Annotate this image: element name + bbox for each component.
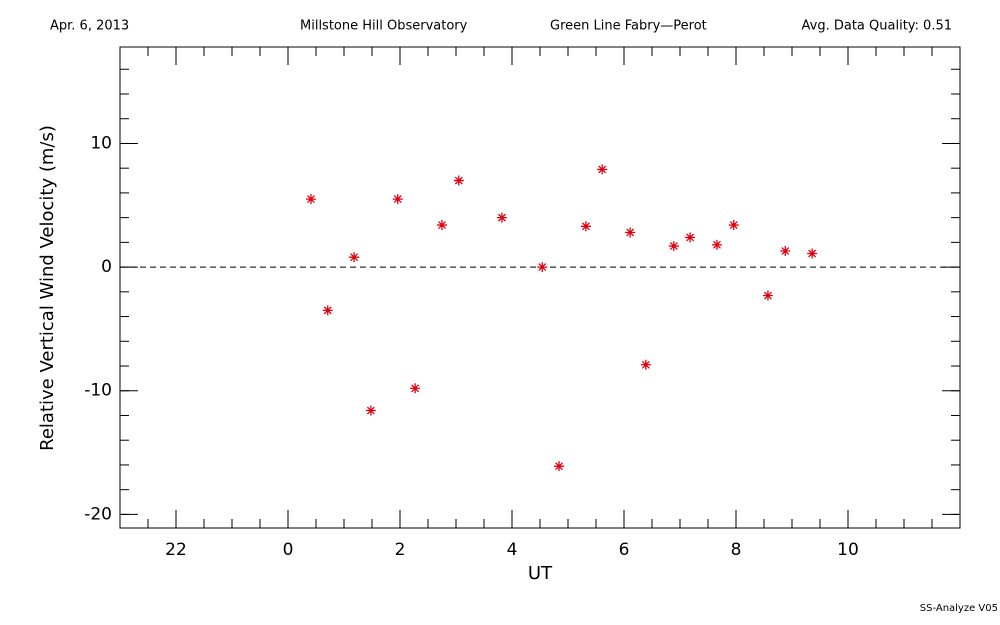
data-point: [807, 248, 818, 259]
x-tick-label: 10: [837, 540, 859, 560]
y-tick-label: -20: [84, 504, 112, 524]
data-point: [322, 305, 333, 316]
data-point: [537, 262, 548, 273]
y-tick-label: 0: [101, 257, 112, 277]
data-point: [625, 227, 636, 238]
footer: SS-Analyze V05: [920, 603, 998, 614]
x-tick-label: 22: [165, 540, 187, 560]
x-tick-label: 8: [731, 540, 742, 560]
data-point: [728, 220, 739, 231]
x-axis-label: UT: [528, 563, 553, 584]
data-point: [453, 175, 464, 186]
data-point: [305, 194, 316, 205]
data-point: [392, 194, 403, 205]
data-point: [349, 252, 360, 263]
data-point: [685, 232, 696, 243]
x-tick-label: 6: [619, 540, 630, 560]
header-date: Apr. 6, 2013: [50, 19, 129, 34]
header-site: Millstone Hill Observatory: [300, 19, 468, 34]
data-point: [711, 239, 722, 250]
data-point: [640, 359, 651, 370]
plot-frame: [119, 46, 961, 529]
data-point: [365, 405, 376, 416]
header-instrument: Green Line Fabry—Perot: [550, 19, 707, 34]
data-point: [668, 241, 679, 252]
data-point: [437, 220, 447, 231]
x-tick-label: 4: [507, 540, 518, 560]
data-point: [580, 221, 591, 232]
x-tick-label: 0: [283, 540, 294, 560]
data-point: [597, 164, 608, 175]
y-tick-label: 10: [90, 133, 112, 153]
data-point: [762, 290, 773, 301]
data-point: [554, 461, 565, 472]
data-point: [410, 383, 421, 394]
y-tick-label: -10: [84, 381, 112, 401]
x-tick-label: 2: [395, 540, 406, 560]
header-quality: Avg. Data Quality: 0.51: [802, 19, 952, 34]
data-point: [780, 246, 791, 257]
y-axis-label: Relative Vertical Wind Velocity (m/s): [37, 125, 58, 451]
data-point: [496, 212, 507, 223]
